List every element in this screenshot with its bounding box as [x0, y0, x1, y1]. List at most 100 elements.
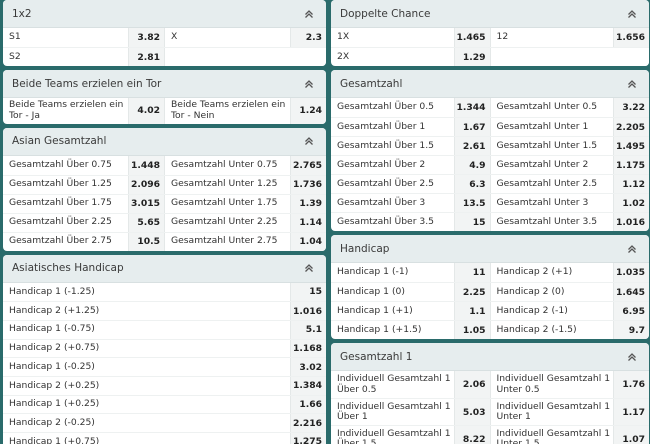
bet-option[interactable]: Handicap 1 (-0.75) 5.1 — [3, 320, 326, 339]
bet-option[interactable]: Gesamtzahl Unter 2 1.175 — [489, 156, 649, 174]
odds-value[interactable]: 2.216 — [290, 414, 326, 432]
odds-value[interactable]: 13.5 — [453, 194, 490, 212]
odds-value[interactable]: 4.9 — [453, 156, 490, 174]
bet-option[interactable]: Handicap 1 (0) 2.25 — [331, 283, 490, 301]
bet-option[interactable]: 1X 1.465 — [331, 28, 490, 47]
bet-option[interactable]: 12 1.656 — [489, 28, 649, 47]
bet-option[interactable]: Gesamtzahl Unter 2.25 1.14 — [164, 213, 326, 232]
bet-option[interactable]: Handicap 2 (+0.75) 1.168 — [3, 339, 326, 358]
bet-option[interactable]: Gesamtzahl Unter 2.5 1.12 — [489, 175, 649, 193]
bet-option[interactable]: Gesamtzahl Unter 2.75 1.04 — [164, 232, 326, 251]
bet-option[interactable]: Handicap 2 (-1) 6.95 — [489, 302, 649, 320]
bet-option[interactable]: S1 3.82 — [3, 28, 164, 47]
chevron-up-icon[interactable] — [627, 352, 637, 362]
odds-value[interactable]: 3.02 — [290, 358, 326, 376]
odds-value[interactable]: 1.736 — [290, 175, 326, 194]
odds-value[interactable]: 1.76 — [613, 371, 649, 398]
odds-value[interactable]: 3.82 — [128, 28, 164, 47]
odds-value[interactable]: 1.67 — [453, 118, 490, 136]
market-header[interactable]: Asiatisches Handicap — [3, 254, 326, 283]
bet-option[interactable]: Gesamtzahl Unter 3 1.02 — [489, 194, 649, 212]
bet-option[interactable]: Handicap 2 (+0.25) 1.384 — [3, 376, 326, 395]
bet-option[interactable]: Handicap 1 (-0.25) 3.02 — [3, 358, 326, 376]
bet-option[interactable]: Gesamtzahl Über 2 4.9 — [331, 156, 490, 174]
odds-value[interactable]: 1.495 — [613, 137, 649, 155]
bet-option[interactable]: Individuell Gesamtzahl 1 Unter 1 1.17 — [489, 399, 649, 425]
bet-option[interactable]: S2 2.81 — [3, 48, 164, 66]
bet-option[interactable]: Handicap 2 (-0.25) 2.216 — [3, 414, 326, 432]
market-header[interactable]: Gesamtzahl — [331, 70, 649, 98]
odds-value[interactable]: 1.275 — [290, 433, 326, 444]
bet-option[interactable]: X 2.3 — [164, 28, 326, 47]
odds-value[interactable]: 1.175 — [613, 156, 649, 174]
odds-value[interactable]: 5.03 — [453, 399, 490, 425]
odds-value[interactable]: 2.25 — [453, 283, 490, 301]
odds-value[interactable]: 2.205 — [613, 118, 649, 136]
chevron-up-icon[interactable] — [627, 9, 637, 19]
odds-value[interactable]: 1.645 — [613, 283, 649, 301]
bet-option[interactable]: Individuell Gesamtzahl 1 Unter 0.5 1.76 — [489, 371, 649, 398]
bet-option[interactable]: Gesamtzahl Über 3 13.5 — [331, 194, 490, 212]
market-header[interactable]: Beide Teams erzielen ein Tor — [3, 70, 326, 98]
bet-option[interactable]: Handicap 2 (-1.5) 9.7 — [489, 321, 649, 339]
bet-option[interactable]: Beide Teams erzielen ein Tor - Nein 1.24 — [164, 98, 326, 124]
odds-value[interactable]: 3.015 — [128, 194, 164, 213]
bet-option[interactable]: Handicap 1 (+1) 1.1 — [331, 302, 490, 320]
bet-option[interactable]: Gesamtzahl Über 1 1.67 — [331, 118, 490, 136]
odds-value[interactable]: 1.016 — [613, 213, 649, 231]
odds-value[interactable]: 1.66 — [290, 395, 326, 414]
bet-option[interactable]: Beide Teams erzielen ein Tor - Ja 4.02 — [3, 98, 164, 124]
odds-value[interactable]: 5.1 — [290, 320, 326, 339]
bet-option[interactable]: 2X 1.29 — [331, 48, 490, 66]
odds-value[interactable]: 1.05 — [453, 321, 490, 339]
odds-value[interactable]: 1.02 — [613, 194, 649, 212]
bet-option[interactable]: Gesamtzahl Unter 1.25 1.736 — [164, 175, 326, 194]
bet-option[interactable]: Gesamtzahl Über 1.5 2.61 — [331, 137, 490, 155]
odds-value[interactable]: 1.168 — [290, 339, 326, 358]
market-header[interactable]: Asian Gesamtzahl — [3, 127, 326, 156]
bet-option[interactable]: Individuell Gesamtzahl 1 Über 1 5.03 — [331, 399, 490, 425]
odds-value[interactable]: 2.61 — [453, 137, 490, 155]
odds-value[interactable]: 5.65 — [128, 213, 164, 232]
odds-value[interactable]: 2.765 — [290, 155, 326, 175]
odds-value[interactable]: 1.448 — [128, 155, 164, 175]
bet-option[interactable]: Handicap 1 (-1) 11 — [331, 263, 490, 282]
odds-value[interactable]: 1.384 — [290, 376, 326, 395]
odds-value[interactable]: 1.465 — [453, 28, 490, 47]
bet-option[interactable]: Individuell Gesamtzahl 1 Über 1.5 8.22 — [331, 426, 490, 444]
odds-value[interactable]: 10.5 — [128, 232, 164, 251]
bet-option[interactable]: Gesamtzahl Über 2.5 6.3 — [331, 175, 490, 193]
bet-option[interactable]: Gesamtzahl Über 0.5 1.344 — [331, 98, 490, 117]
odds-value[interactable]: 1.39 — [290, 194, 326, 213]
odds-value[interactable]: 2.06 — [453, 371, 490, 398]
bet-option[interactable]: Handicap 2 (0) 1.645 — [489, 283, 649, 301]
odds-value[interactable]: 1.1 — [453, 302, 490, 320]
market-header[interactable]: 1x2 — [3, 0, 326, 28]
odds-value[interactable]: 2.81 — [128, 48, 164, 66]
bet-option[interactable]: Gesamtzahl Unter 1.75 1.39 — [164, 194, 326, 213]
odds-value[interactable]: 1.24 — [290, 98, 326, 124]
odds-value[interactable]: 2.096 — [128, 175, 164, 194]
market-header[interactable]: Handicap — [331, 235, 649, 263]
bet-option[interactable]: Handicap 2 (+1) 1.035 — [489, 263, 649, 282]
bet-option[interactable]: Gesamtzahl Über 3.5 15 — [331, 213, 490, 231]
odds-value[interactable]: 15 — [290, 282, 326, 302]
market-header[interactable]: Doppelte Chance — [331, 0, 649, 28]
odds-value[interactable]: 1.29 — [453, 48, 490, 66]
bet-option[interactable]: Gesamtzahl Über 0.75 1.448 — [3, 155, 164, 175]
chevron-up-icon[interactable] — [627, 244, 637, 254]
odds-value[interactable]: 1.344 — [453, 98, 490, 117]
bet-option[interactable]: Individuell Gesamtzahl 1 Über 0.5 2.06 — [331, 371, 490, 398]
odds-value[interactable]: 8.22 — [453, 426, 490, 444]
bet-option[interactable]: Handicap 1 (+0.75) 1.275 — [3, 433, 326, 444]
bet-option[interactable]: Gesamtzahl Unter 3.5 1.016 — [489, 213, 649, 231]
chevron-up-icon[interactable] — [304, 136, 314, 146]
bet-option[interactable]: Gesamtzahl Unter 0.75 2.765 — [164, 155, 326, 175]
odds-value[interactable]: 3.22 — [613, 98, 649, 117]
odds-value[interactable]: 15 — [453, 213, 490, 231]
odds-value[interactable]: 6.95 — [613, 302, 649, 320]
odds-value[interactable]: 1.12 — [613, 175, 649, 193]
bet-option[interactable]: Handicap 1 (+0.25) 1.66 — [3, 395, 326, 414]
odds-value[interactable]: 4.02 — [128, 98, 164, 124]
odds-value[interactable]: 1.035 — [613, 263, 649, 282]
